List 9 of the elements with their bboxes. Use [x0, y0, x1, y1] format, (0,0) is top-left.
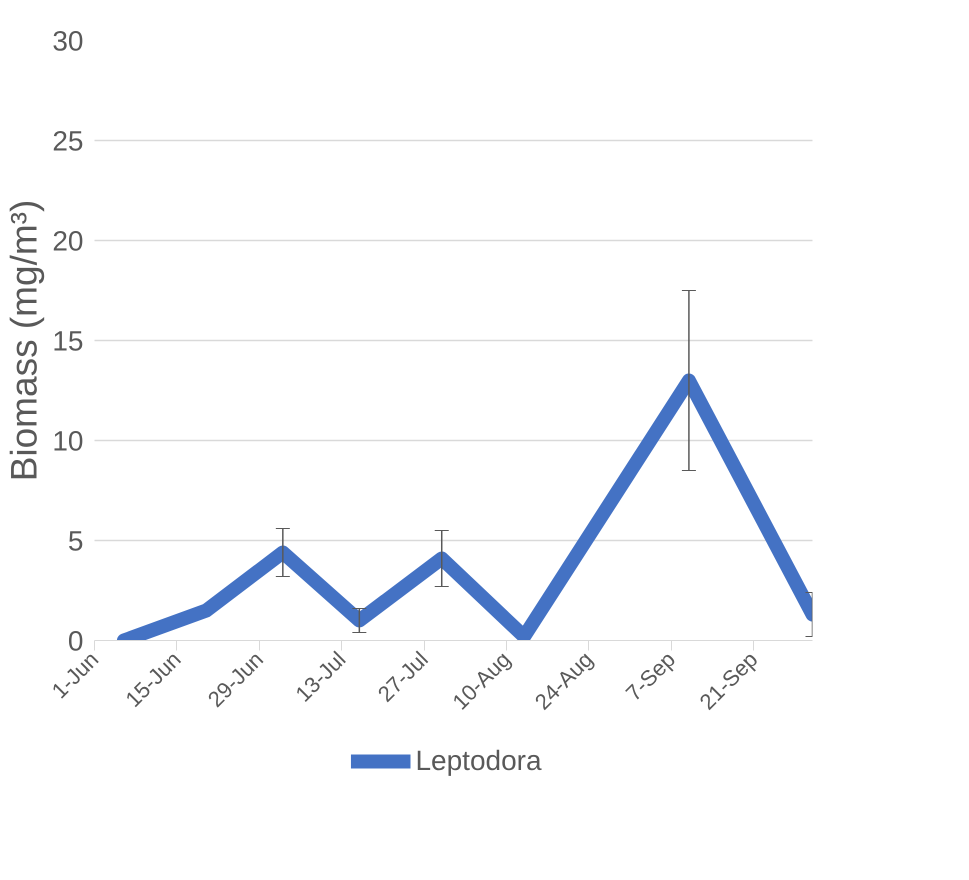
y-tick-label: 15 [52, 326, 84, 356]
y-axis-title: Biomass (mg/m³) [3, 200, 44, 482]
y-tick-label: 10 [52, 426, 84, 456]
y-tick-label: 20 [52, 226, 84, 256]
legend-label: Leptodora [415, 745, 542, 777]
y-tick-label: 5 [68, 526, 84, 556]
y-tick-label: 25 [52, 126, 84, 156]
y-tick-label: 30 [52, 26, 84, 56]
y-tick-label: 0 [68, 626, 84, 656]
